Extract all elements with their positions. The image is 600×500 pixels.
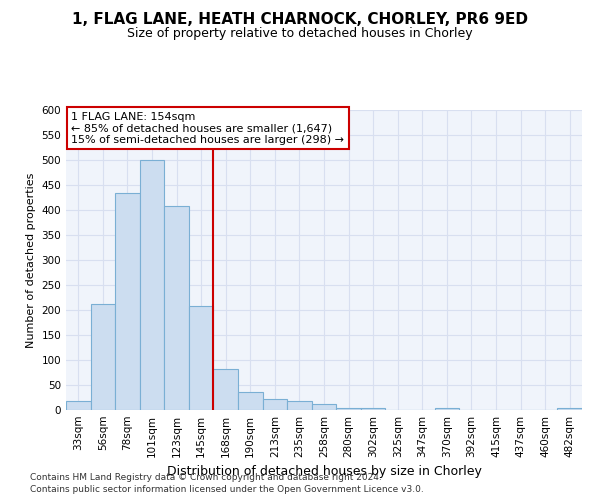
Text: Size of property relative to detached houses in Chorley: Size of property relative to detached ho… [127, 28, 473, 40]
Bar [336, 408, 361, 410]
Text: 1 FLAG LANE: 154sqm
← 85% of detached houses are smaller (1,647)
15% of semi-det: 1 FLAG LANE: 154sqm ← 85% of detached ho… [71, 112, 344, 144]
Bar [115, 192, 140, 410]
Text: 1, FLAG LANE, HEATH CHARNOCK, CHORLEY, PR6 9ED: 1, FLAG LANE, HEATH CHARNOCK, CHORLEY, P… [72, 12, 528, 28]
Bar [263, 399, 287, 410]
Bar [189, 306, 214, 410]
Bar [214, 368, 238, 410]
Text: Contains HM Land Registry data © Crown copyright and database right 2024.: Contains HM Land Registry data © Crown c… [30, 472, 382, 482]
Bar [140, 160, 164, 410]
Bar [312, 404, 336, 410]
Bar [238, 392, 263, 410]
Bar [66, 401, 91, 410]
Bar [91, 304, 115, 410]
X-axis label: Distribution of detached houses by size in Chorley: Distribution of detached houses by size … [167, 466, 481, 478]
Bar [164, 206, 189, 410]
Bar [557, 408, 582, 410]
Bar [287, 401, 312, 410]
Text: Contains public sector information licensed under the Open Government Licence v3: Contains public sector information licen… [30, 485, 424, 494]
Bar [361, 408, 385, 410]
Bar [434, 408, 459, 410]
Y-axis label: Number of detached properties: Number of detached properties [26, 172, 36, 348]
